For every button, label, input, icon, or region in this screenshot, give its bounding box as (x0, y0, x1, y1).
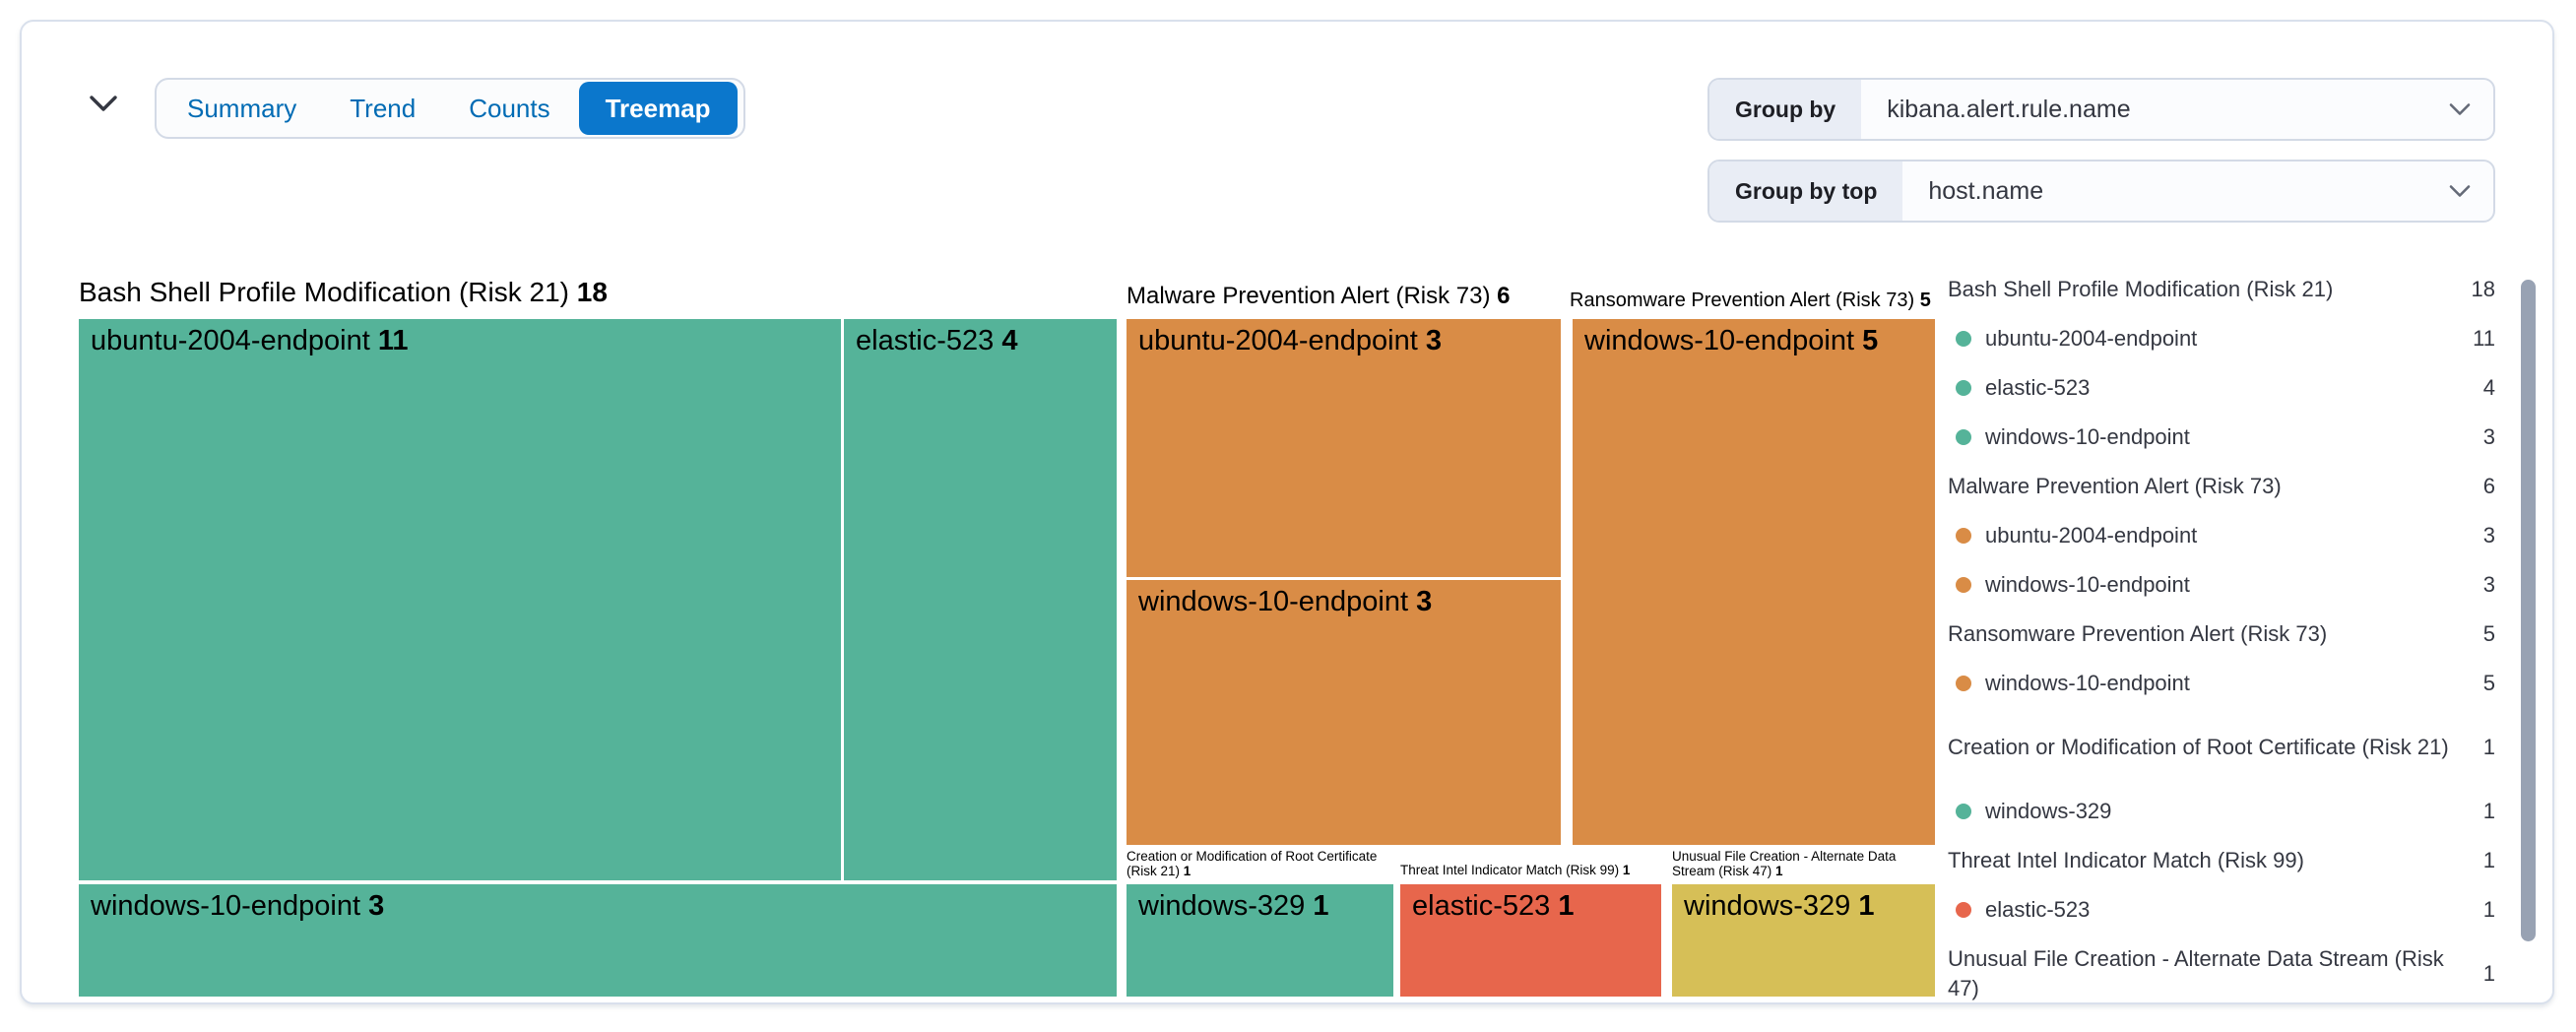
treemap-group-header-malware: Malware Prevention Alert (Risk 73) 6 (1127, 283, 1511, 309)
legend-dot-icon (1956, 804, 1971, 819)
alerts-visualization-panel: Summary Trend Counts Treemap Group by ki… (20, 20, 2554, 1004)
treemap-cell-threat-intel-elastic[interactable]: elastic-523 1 (1400, 884, 1661, 997)
legend-dot-icon (1956, 902, 1971, 918)
chart-view-button-group: Summary Trend Counts Treemap (155, 78, 745, 139)
treemap-cell-bash-windows10[interactable]: windows-10-endpoint 3 (79, 884, 1117, 997)
collapse-section-button[interactable] (79, 83, 128, 126)
chevron-down-icon (2448, 80, 2493, 139)
legend-group-row[interactable]: Threat Intel Indicator Match (Risk 99) 1 (1948, 848, 2495, 873)
legend-group-row[interactable]: Malware Prevention Alert (Risk 73) 6 (1948, 474, 2495, 499)
group-by-value: kibana.alert.rule.name (1887, 95, 2131, 123)
legend-group-row[interactable]: Ransomware Prevention Alert (Risk 73) 5 (1948, 621, 2495, 647)
legend-item-row[interactable]: windows-10-endpoint 5 (1948, 659, 2495, 708)
treemap-cell-malware-ubuntu[interactable]: ubuntu-2004-endpoint 3 (1127, 319, 1561, 577)
treemap-cell-ransomware-windows10[interactable]: windows-10-endpoint 5 (1573, 319, 1935, 845)
legend-item-row[interactable]: elastic-523 4 (1948, 363, 2495, 413)
group-by-top-value: host.name (1928, 176, 2044, 205)
treemap-cell-unusual-file-windows329[interactable]: windows-329 1 (1672, 884, 1935, 997)
legend-dot-icon (1956, 528, 1971, 544)
legend-item-row[interactable]: windows-10-endpoint 3 (1948, 413, 2495, 462)
legend-dot-icon (1956, 331, 1971, 347)
tab-counts[interactable]: Counts (442, 82, 576, 135)
legend-dot-icon (1956, 429, 1971, 445)
group-by-select[interactable]: Group by kibana.alert.rule.name (1707, 78, 2495, 141)
treemap-legend: Bash Shell Profile Modification (Risk 21… (1948, 265, 2495, 1013)
tab-summary[interactable]: Summary (161, 82, 323, 135)
treemap-group-header-root-certificate: Creation or Modification of Root Certifi… (1127, 849, 1378, 878)
treemap-cell-bash-ubuntu[interactable]: ubuntu-2004-endpoint 11 (79, 319, 841, 880)
group-by-label: Group by (1709, 80, 1862, 139)
legend-item-row[interactable]: ubuntu-2004-endpoint 11 (1948, 314, 2495, 363)
treemap-group-header-unusual-file: Unusual File Creation - Alternate Data S… (1672, 849, 1897, 878)
treemap-cell-malware-windows10[interactable]: windows-10-endpoint 3 (1127, 580, 1561, 845)
legend-item-row[interactable]: windows-10-endpoint 3 (1948, 560, 2495, 610)
chevron-down-icon (2448, 161, 2493, 221)
treemap-group-header-threat-intel: Threat Intel Indicator Match (Risk 99) 1 (1400, 863, 1631, 877)
legend-group-row[interactable]: Unusual File Creation - Alternate Data S… (1948, 946, 2495, 1000)
legend-group-row[interactable]: Bash Shell Profile Modification (Risk 21… (1948, 277, 2495, 302)
chevron-down-icon (90, 95, 117, 111)
treemap-cell-bash-elastic[interactable]: elastic-523 4 (844, 319, 1117, 880)
legend-dot-icon (1956, 577, 1971, 593)
treemap-cell-root-certificate-windows329[interactable]: windows-329 1 (1127, 884, 1393, 997)
legend-item-row[interactable]: windows-329 1 (1948, 787, 2495, 836)
treemap-group-header-bash: Bash Shell Profile Modification (Risk 21… (79, 277, 608, 307)
legend-scrollbar-thumb[interactable] (2521, 280, 2536, 941)
group-by-top-select[interactable]: Group by top host.name (1707, 160, 2495, 223)
legend-dot-icon (1956, 676, 1971, 691)
tab-treemap[interactable]: Treemap (578, 82, 738, 135)
tab-trend[interactable]: Trend (323, 82, 442, 135)
legend-group-row[interactable]: Creation or Modification of Root Certifi… (1948, 735, 2495, 760)
legend-dot-icon (1956, 380, 1971, 396)
group-by-top-label: Group by top (1709, 161, 1903, 221)
treemap-group-header-ransomware: Ransomware Prevention Alert (Risk 73) 5 (1570, 290, 1931, 311)
legend-item-row[interactable]: elastic-523 1 (1948, 885, 2495, 935)
legend-item-row[interactable]: ubuntu-2004-endpoint 3 (1948, 511, 2495, 560)
